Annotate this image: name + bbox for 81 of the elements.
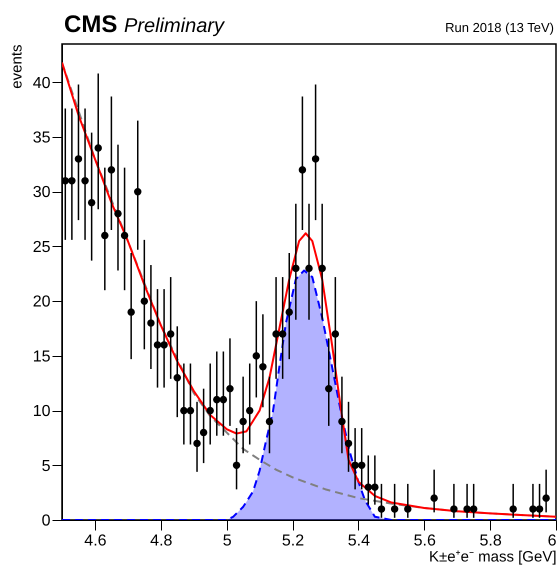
- point: [292, 264, 300, 272]
- point: [470, 505, 478, 513]
- point: [351, 462, 359, 469]
- x-tick-label: 5.8: [480, 532, 502, 550]
- point: [81, 177, 89, 184]
- point: [272, 330, 280, 338]
- point: [450, 505, 458, 513]
- chart-title: CMS: [64, 11, 118, 38]
- y-axis-title: events: [8, 44, 26, 89]
- point: [160, 341, 168, 349]
- point: [74, 155, 82, 163]
- point: [101, 232, 109, 240]
- point: [536, 505, 544, 513]
- point: [88, 198, 96, 206]
- point: [239, 418, 247, 426]
- point: [542, 494, 550, 502]
- chart-subtitle: Preliminary: [124, 15, 226, 37]
- point: [298, 166, 306, 174]
- point: [180, 406, 188, 414]
- text: Run 2018 (13 TeV): [445, 20, 554, 35]
- point: [259, 363, 267, 371]
- x-tick-label: 5.2: [282, 532, 304, 550]
- point: [266, 418, 274, 426]
- y-tick-label: 5: [42, 458, 51, 475]
- line-series: [62, 62, 556, 518]
- x-tick-label: 4.8: [150, 532, 173, 550]
- point: [463, 505, 471, 513]
- x-tick-label: 6: [548, 532, 557, 550]
- point: [378, 505, 386, 513]
- point: [193, 440, 201, 448]
- point: [68, 177, 76, 184]
- point: [232, 462, 240, 469]
- point: [332, 330, 340, 338]
- point: [529, 505, 537, 513]
- y-tick-label: 35: [32, 130, 51, 147]
- point: [509, 505, 517, 513]
- point: [220, 396, 228, 404]
- point: [371, 483, 379, 491]
- point: [305, 264, 313, 272]
- x-tick-label: 5.6: [414, 532, 436, 550]
- y-tick-label: 20: [32, 294, 51, 311]
- point: [312, 155, 320, 163]
- point: [94, 144, 102, 152]
- y-tick-label: 25: [32, 238, 51, 256]
- y-tick-label: 15: [32, 348, 51, 366]
- x-axis-title: K±e⁺e⁻ mass [GeV]: [429, 548, 556, 565]
- point: [213, 396, 220, 404]
- point: [200, 428, 208, 436]
- x-tick-label: 5: [222, 532, 232, 550]
- point: [127, 308, 135, 316]
- x-tick-label: 4.6: [84, 532, 107, 550]
- point: [278, 330, 286, 338]
- point: [226, 384, 234, 392]
- point: [325, 384, 332, 392]
- point: [114, 210, 122, 218]
- point: [344, 440, 352, 448]
- point: [206, 406, 214, 414]
- point: [430, 494, 438, 502]
- y-tick-label: 0: [42, 512, 51, 530]
- y-tick-label: 40: [32, 74, 51, 92]
- y-tick-label: 10: [32, 403, 51, 420]
- y-tick-label: 30: [32, 184, 51, 202]
- point: [358, 462, 366, 469]
- point: [174, 374, 181, 382]
- point: [252, 352, 260, 360]
- point: [166, 330, 174, 338]
- point: [246, 406, 254, 414]
- point: [338, 418, 346, 426]
- x-tick-label: 5.4: [348, 532, 370, 550]
- point: [390, 505, 398, 513]
- point: [108, 166, 116, 174]
- point: [154, 341, 162, 349]
- point: [147, 319, 155, 327]
- point: [364, 483, 372, 491]
- point: [134, 188, 142, 196]
- point: [186, 406, 194, 414]
- point: [404, 505, 412, 513]
- point: [140, 297, 148, 305]
- point: [318, 264, 326, 272]
- point: [286, 308, 293, 316]
- point: [120, 232, 128, 240]
